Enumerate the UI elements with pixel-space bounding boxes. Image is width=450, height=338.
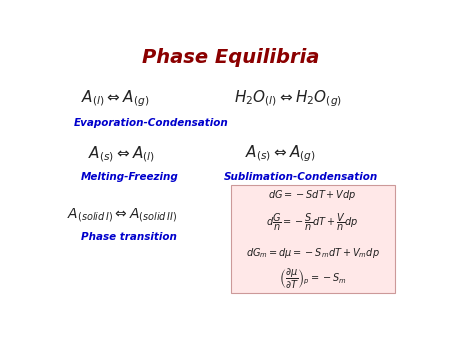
Text: Phase transition: Phase transition [81, 232, 176, 242]
Text: $H_2O_{(l)} \Leftrightarrow H_2O_{(g)}$: $H_2O_{(l)} \Leftrightarrow H_2O_{(g)}$ [234, 89, 342, 110]
Text: Phase Equilibria: Phase Equilibria [142, 48, 320, 67]
FancyBboxPatch shape [230, 185, 395, 293]
Text: $dG_m = d\mu = -S_m dT + V_m dp$: $dG_m = d\mu = -S_m dT + V_m dp$ [246, 246, 379, 260]
Text: $A_{(l)} \Leftrightarrow A_{(g)}$: $A_{(l)} \Leftrightarrow A_{(g)}$ [81, 89, 149, 110]
Text: $A_{(solid\,I)} \Leftrightarrow A_{(solid\,II)}$: $A_{(solid\,I)} \Leftrightarrow A_{(soli… [67, 206, 177, 224]
Text: $dG = -SdT + Vdp$: $dG = -SdT + Vdp$ [268, 188, 357, 202]
Text: Melting-Freezing: Melting-Freezing [81, 172, 178, 182]
Text: Sublimation-Condensation: Sublimation-Condensation [224, 172, 378, 182]
Text: $d\dfrac{G}{n} = -\dfrac{S}{n}dT + \dfrac{V}{n}dp$: $d\dfrac{G}{n} = -\dfrac{S}{n}dT + \dfra… [266, 212, 359, 233]
Text: $A_{(s)} \Leftrightarrow A_{(g)}$: $A_{(s)} \Leftrightarrow A_{(g)}$ [245, 143, 315, 164]
Text: $\left(\dfrac{\partial \mu}{\partial T}\right)_p = -S_m$: $\left(\dfrac{\partial \mu}{\partial T}\… [279, 267, 346, 291]
Text: Evaporation-Condensation: Evaporation-Condensation [74, 118, 229, 127]
Text: $A_{(s)} \Leftrightarrow A_{(l)}$: $A_{(s)} \Leftrightarrow A_{(l)}$ [88, 144, 155, 164]
